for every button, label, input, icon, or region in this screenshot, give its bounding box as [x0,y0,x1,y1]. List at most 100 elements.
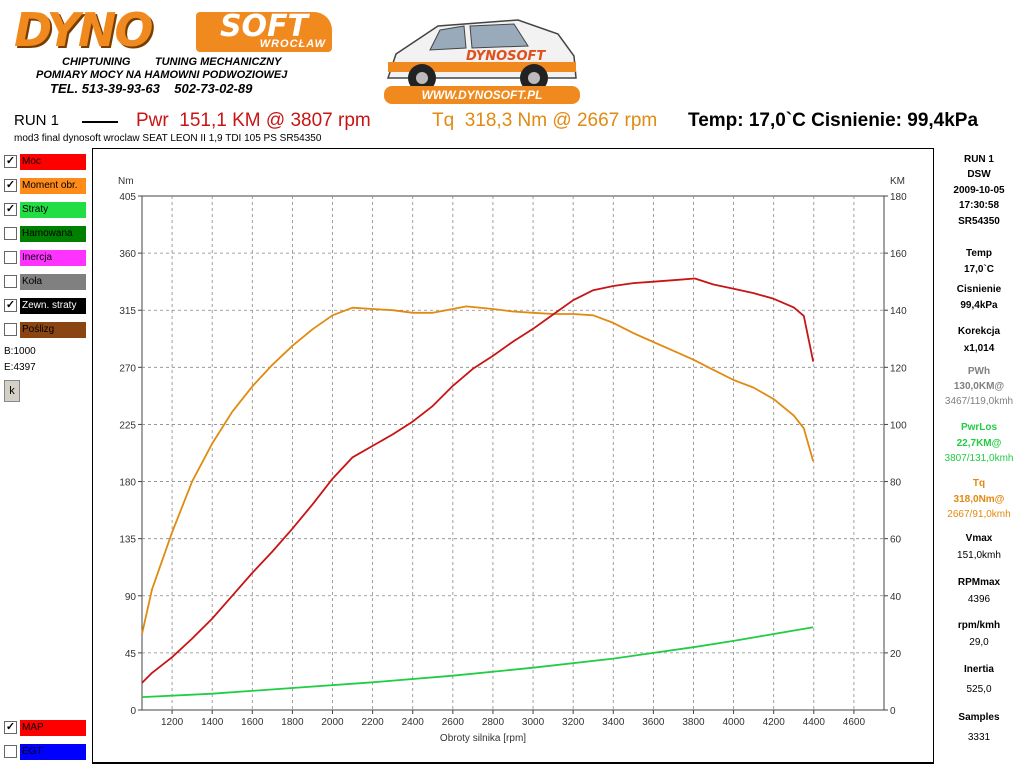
samples-value: 3331 [967,732,991,743]
power-summary: Pwr 151,1 KM @ 3807 rpm [136,110,371,131]
series-checkbox[interactable] [4,251,17,264]
dyno-chart: 1200 1400 1600 1800 2000 2200 2400 2600 2800 3000… [118,176,907,744]
end-value: E:4397 [4,362,36,373]
car-banner-image: DYNOSOFT [386,19,577,92]
logo-brand-soft: SOFT [196,12,332,52]
series-label: Inercja [20,250,86,266]
series-label: Zewn. straty [20,298,86,314]
tq-sub: 2667/91,0kmh [947,509,1011,520]
temp-label: Temp [966,248,992,259]
y-tick-label-left: 135 [119,535,136,546]
series-toggle-panel: ✓ Moc ✓ Moment obr. ✓ Straty Hamowana Inercja Ko… [0,150,92,768]
series-checkbox[interactable]: ✓ [4,155,17,168]
rpmmax-value: 4396 [967,594,991,605]
series-checkbox[interactable]: ✓ [4,179,17,192]
series-toggle-b1[interactable]: EGT [4,744,86,760]
dynosoft-logo: DYNO SOFT WROCŁAW CHIPTUNING TUNING MECH… [0,0,340,104]
series-checkbox[interactable]: ✓ [4,721,17,734]
inertia-value: 525,0 [966,684,992,695]
series-toggle-a3[interactable]: Hamowana [4,226,86,242]
y-tick-label-right: 100 [890,420,907,431]
plot-area [141,195,885,711]
correction-value: x1,014 [963,343,995,354]
pwh-label: PWh [967,366,991,377]
temp-value: 17,0`C [963,264,994,275]
info-operator: DSW [967,169,991,180]
y-tick-label-right: 120 [890,363,907,374]
chart-frame [92,148,934,764]
series-label: Hamowana [20,226,86,242]
environment-summary: Temp: 17,0`C Cisnienie: 99,4kPa [688,110,979,131]
y-tick-label-right: 140 [890,306,907,317]
run-description: mod3 final dynosoft wroclaw SEAT LEON II… [14,133,322,144]
series-checkbox[interactable] [4,227,17,240]
series-toggle-a6[interactable]: ✓ Zewn. straty [4,298,86,314]
pressure-label: Cisnienie [956,284,1002,295]
x-tick-label: 3600 [642,717,665,728]
y-tick-label-left: 270 [119,363,136,374]
series-label: Moment obr. [20,178,86,194]
y-tick-label-left: 225 [119,420,136,431]
series-toggle-b0[interactable]: ✓ MAP [4,720,86,736]
run-name: RUN 1 [14,112,60,129]
pwrlos-label: PwrLos [960,422,998,433]
x-axis-label: Obroty silnika [rpm] [440,733,526,744]
series-label: EGT [20,744,86,760]
series-label: MAP [20,720,86,736]
series-label: Poślizg [20,322,86,338]
y-tick-label-right: 80 [890,478,902,489]
series-toggle-a7[interactable]: Poślizg [4,322,86,338]
series-checkbox[interactable] [4,745,17,758]
info-id: SR54350 [958,216,1000,227]
run-info-panel: RUN 1 DSW 2009-10-05 17:30:58 SR54350 Te… [934,148,1024,768]
run-line-sample [82,121,118,123]
y-tick-label-right: 180 [890,192,907,203]
tq-label: Tq [972,478,986,489]
pwh-sub: 3467/119,0kmh [944,396,1014,407]
rpmmax-label: RPMmax [957,577,1001,588]
torque-summary: Tq 318,3 Nm @ 2667 rpm [432,110,658,131]
series-checkbox[interactable]: ✓ [4,299,17,312]
pwrlos-sub: 3807/131,0kmh [944,453,1014,464]
series-toggle-a0[interactable]: ✓ Moc [4,154,86,170]
x-tick-label: 3200 [562,717,585,728]
x-tick-label: 2400 [402,717,425,728]
x-tick-label: 3800 [682,717,705,728]
series-checkbox[interactable] [4,275,17,288]
car-text: DYNOSOFT [466,49,546,64]
y-axis-label-left: Nm [118,176,134,187]
run-summary-line: RUN 1 Pwr 151,1 KM @ 3807 rpm Tq 318,3 N… [0,110,1024,134]
series-line [141,277,815,684]
series-toggle-a4[interactable]: Inercja [4,250,86,266]
series-toggle-a1[interactable]: ✓ Moment obr. [4,178,86,194]
x-tick-label: 1400 [201,717,224,728]
x-tick-label: 4600 [843,717,866,728]
y-tick-label-left: 405 [119,192,136,203]
series-toggle-a2[interactable]: ✓ Straty [4,202,86,218]
series-line [141,305,815,635]
y-tick-label-left: 315 [119,306,136,317]
inertia-label: Inertia [963,664,994,675]
pwrlos-value: 22,7KM@ [956,438,1002,449]
y-tick-label-left: 0 [130,706,136,717]
info-run: RUN 1 [963,154,994,165]
y-tick-label-right: 0 [890,706,896,717]
series-toggle-a5[interactable]: Koła [4,274,86,290]
y-tick-label-left: 180 [119,478,136,489]
x-tick-label: 2000 [321,717,344,728]
series-line [141,626,814,698]
logo-tagline-1: CHIPTUNING TUNING MECHANICZNY [62,56,282,68]
series-checkbox[interactable] [4,323,17,336]
tq-value: 318,0Nm@ [953,494,1005,505]
x-tick-label: 2200 [361,717,384,728]
website-label: WWW.DYNOSOFT.PL [384,86,580,104]
info-date: 2009-10-05 [953,185,1005,196]
series-checkbox[interactable]: ✓ [4,203,17,216]
vmax-label: Vmax [965,533,993,544]
x-tick-label: 1800 [281,717,304,728]
y-tick-label-left: 360 [119,249,136,260]
y-tick-label-right: 160 [890,249,907,260]
k-button[interactable]: k [4,380,20,402]
y-tick-label-right: 40 [890,592,902,603]
info-time: 17:30:58 [958,200,1000,211]
